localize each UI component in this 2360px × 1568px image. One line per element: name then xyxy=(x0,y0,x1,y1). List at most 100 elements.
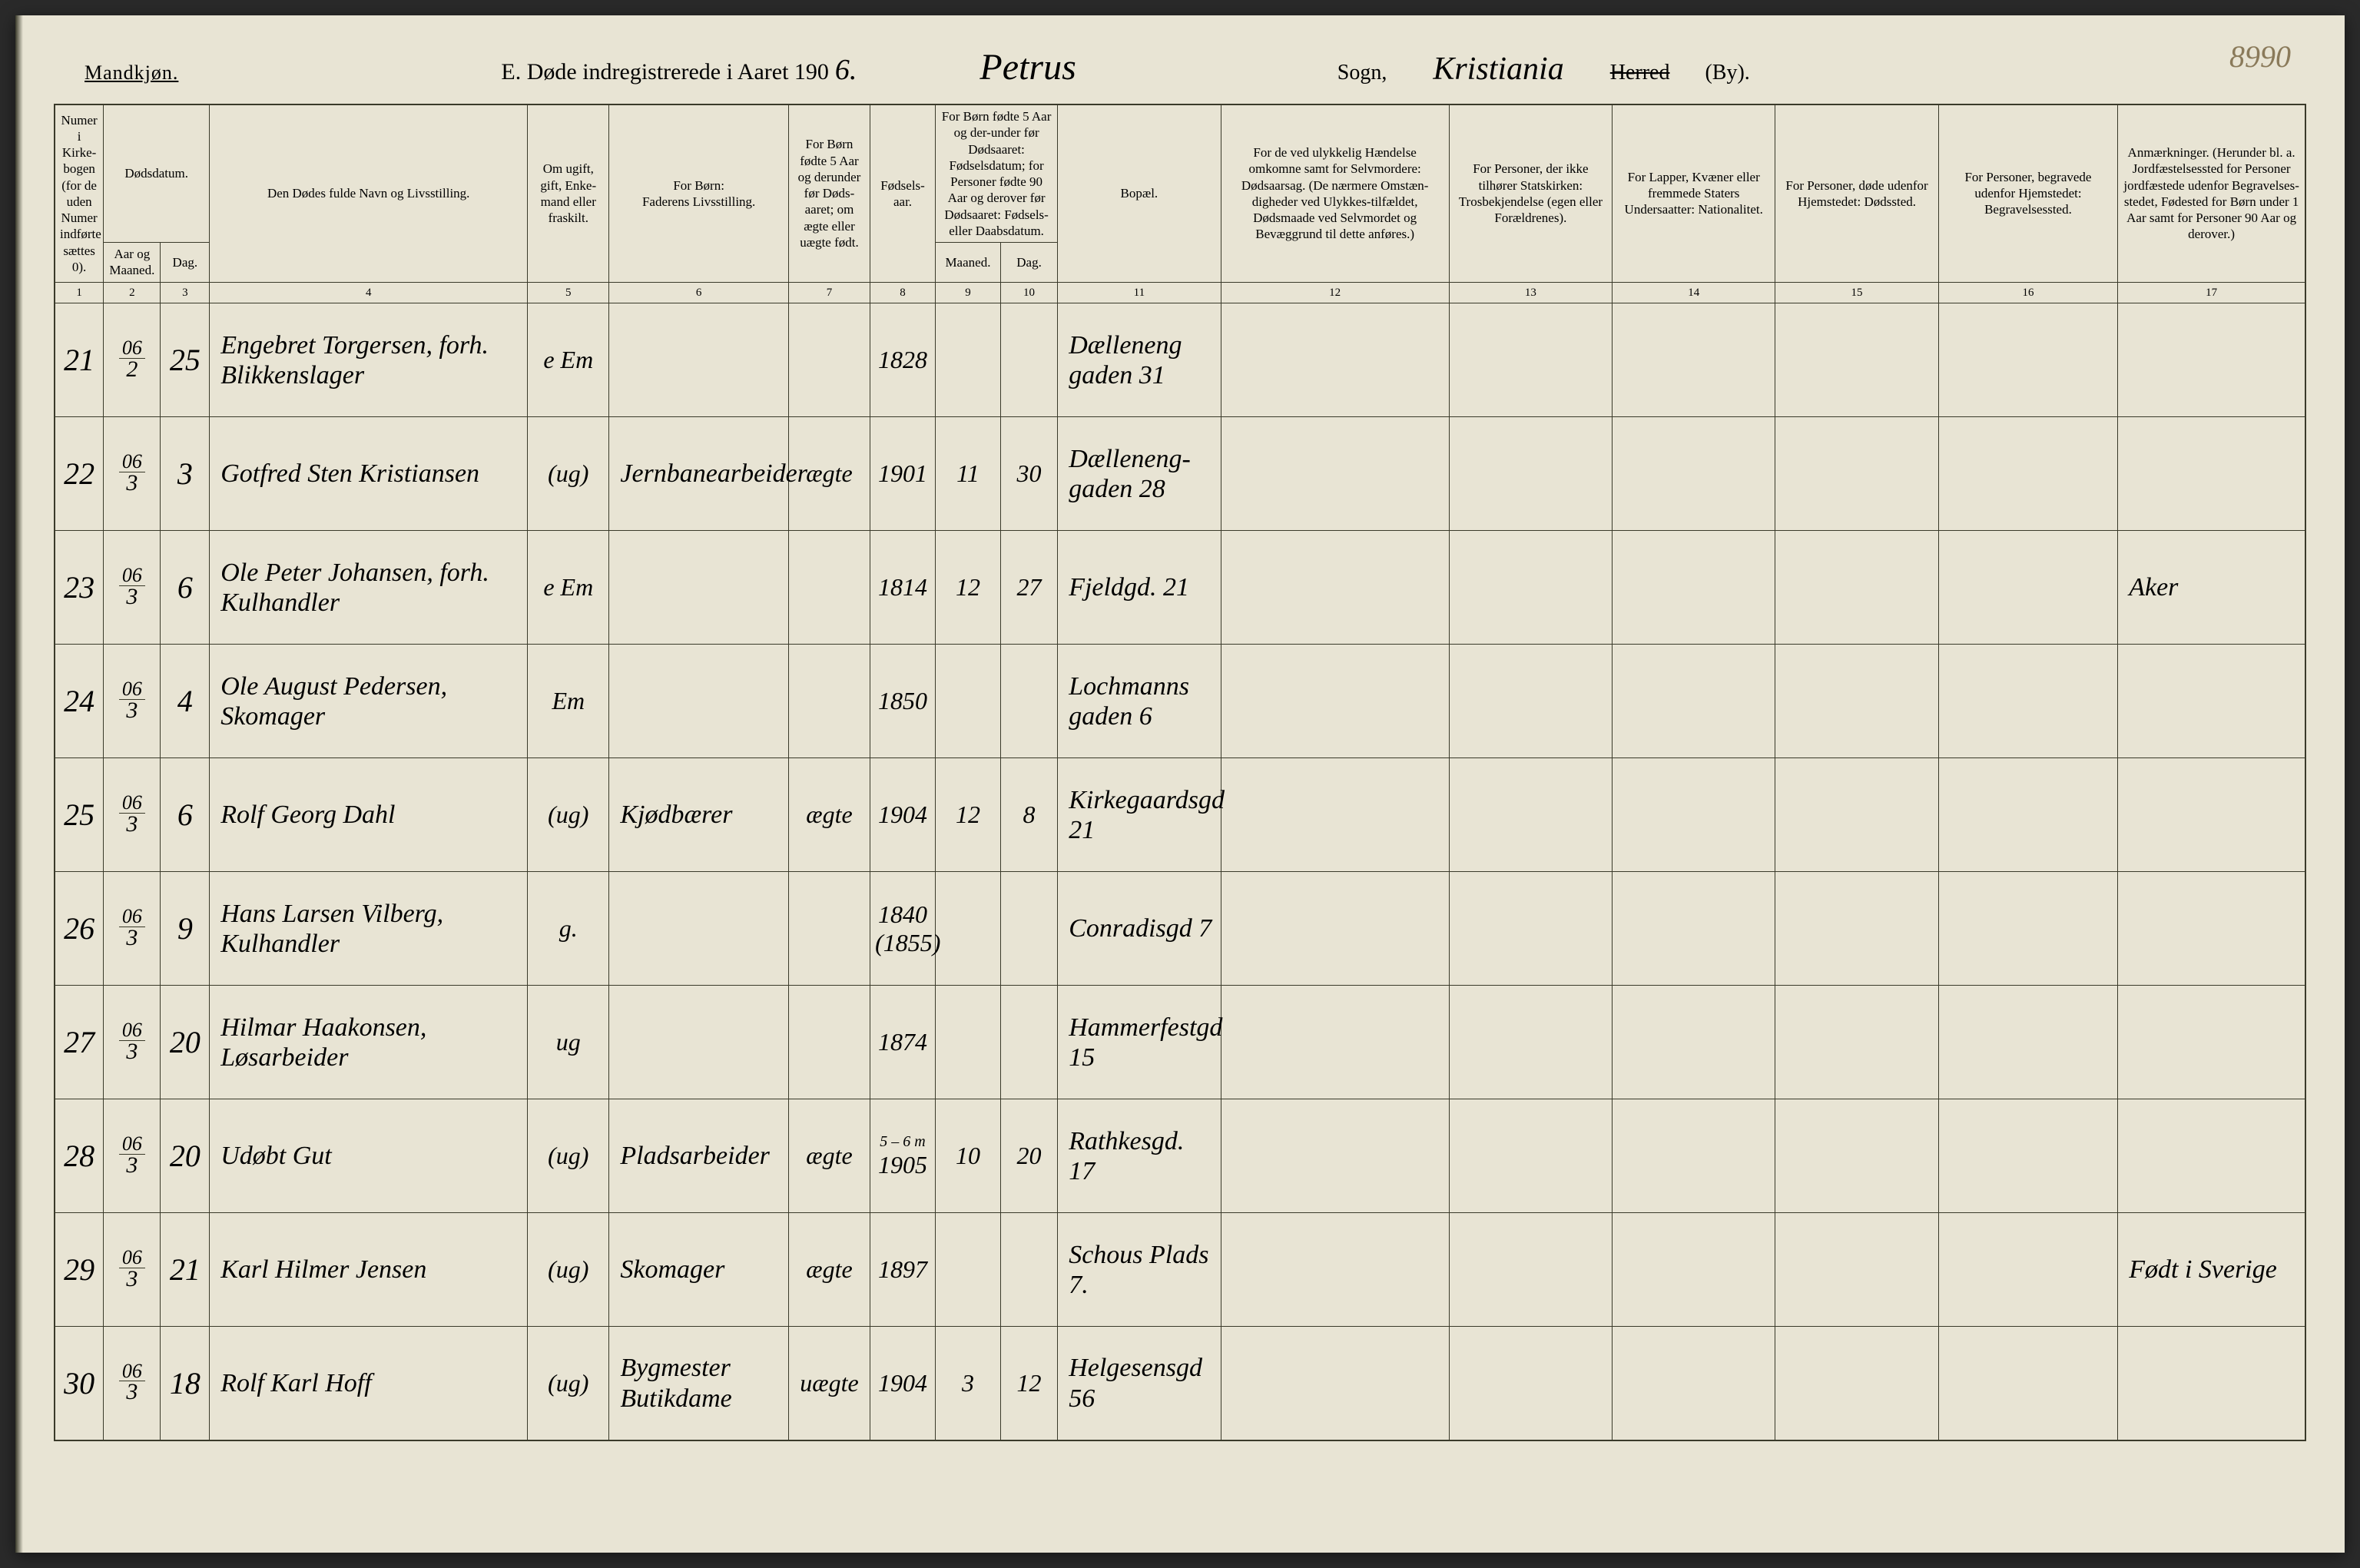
table-cell xyxy=(1221,303,1449,417)
table-row: 230636Ole Peter Johansen, forh. Kulhandl… xyxy=(55,531,2305,645)
table-cell xyxy=(1613,986,1775,1099)
table-cell: (ug) xyxy=(528,1213,609,1327)
table-cell xyxy=(935,645,1000,758)
table-cell: ug xyxy=(528,986,609,1099)
col-header: For Personer, døde udenfor Hjemstedet: D… xyxy=(1775,104,1938,282)
table-cell: Hans Larsen Vilberg, Kulhandler xyxy=(210,872,528,986)
colnum: 5 xyxy=(528,282,609,303)
table-cell: 3 xyxy=(935,1327,1000,1440)
table-cell: 25 xyxy=(161,303,210,417)
table-cell xyxy=(1221,645,1449,758)
table-cell xyxy=(1221,417,1449,531)
colnum: 7 xyxy=(788,282,870,303)
table-cell: Gotfred Sten Kristiansen xyxy=(210,417,528,531)
table-row: 2106225Engebret Torgersen, forh. Blikken… xyxy=(55,303,2305,417)
table-cell: 23 xyxy=(55,531,104,645)
table-cell xyxy=(788,303,870,417)
table-cell xyxy=(1775,1213,1938,1327)
table-cell: 5 – 6 m1905 xyxy=(870,1099,936,1213)
table-cell xyxy=(1221,872,1449,986)
title-year: 6. xyxy=(835,53,857,87)
colnum: 3 xyxy=(161,282,210,303)
table-cell xyxy=(1449,1327,1612,1440)
table-cell: 1904 xyxy=(870,1327,936,1440)
col-header: For Børn: Faderens Livsstilling. xyxy=(609,104,789,282)
col-subtext: Faderens Livsstilling. xyxy=(642,194,755,209)
table-cell: 4 xyxy=(161,645,210,758)
table-cell xyxy=(1613,1327,1775,1440)
col-header: Numer i Kirke-bogen (for de uden Numer i… xyxy=(55,104,104,282)
table-cell: 6 xyxy=(161,758,210,872)
table-cell xyxy=(2118,1327,2305,1440)
col-header: For Personer, der ikke tilhører Statskir… xyxy=(1449,104,1612,282)
table-cell: 063 xyxy=(104,645,161,758)
table-cell: Fjeldgd. 21 xyxy=(1058,531,1221,645)
table-cell: Kirkegaardsgd 21 xyxy=(1058,758,1221,872)
table-cell xyxy=(1775,1099,1938,1213)
table-cell xyxy=(935,303,1000,417)
table-cell: 1828 xyxy=(870,303,936,417)
table-row: 2706320Hilmar Haakonsen, Løsarbeiderug18… xyxy=(55,986,2305,1099)
table-cell xyxy=(1000,986,1057,1099)
table-cell xyxy=(1613,645,1775,758)
table-cell xyxy=(1775,758,1938,872)
table-cell xyxy=(2118,417,2305,531)
table-cell: 063 xyxy=(104,872,161,986)
colnum: 2 xyxy=(104,282,161,303)
table-header: Numer i Kirke-bogen (for de uden Numer i… xyxy=(55,104,2305,303)
table-cell: 27 xyxy=(55,986,104,1099)
table-cell: 1874 xyxy=(870,986,936,1099)
table-cell: Dælleneng gaden 31 xyxy=(1058,303,1221,417)
table-cell xyxy=(1775,303,1938,417)
table-cell: 1897 xyxy=(870,1213,936,1327)
table-cell: 21 xyxy=(161,1213,210,1327)
colnum: 12 xyxy=(1221,282,1449,303)
colnum: 8 xyxy=(870,282,936,303)
table-cell xyxy=(1221,531,1449,645)
table-cell xyxy=(1449,417,1612,531)
col-header: For Børn fødte 5 Aar og derunder før Død… xyxy=(788,104,870,282)
table-cell xyxy=(609,531,789,645)
table-cell: Schous Plads 7. xyxy=(1058,1213,1221,1327)
table-cell xyxy=(1449,872,1612,986)
table-row: 260639Hans Larsen Vilberg, Kulhandlerg.1… xyxy=(55,872,2305,986)
table-cell: 1850 xyxy=(870,645,936,758)
table-cell xyxy=(1221,1099,1449,1213)
table-cell: 20 xyxy=(1000,1099,1057,1213)
table-cell xyxy=(1938,645,2118,758)
col-header: For Børn fødte 5 Aar og der-under før Dø… xyxy=(935,104,1057,243)
table-cell xyxy=(1221,758,1449,872)
table-cell: 21 xyxy=(55,303,104,417)
table-cell: Aker xyxy=(2118,531,2305,645)
table-cell: 20 xyxy=(161,1099,210,1213)
table-cell xyxy=(1449,531,1612,645)
table-cell: Udøbt Gut xyxy=(210,1099,528,1213)
table-cell xyxy=(1938,1099,2118,1213)
table-cell xyxy=(609,872,789,986)
table-cell: Pladsarbeider xyxy=(609,1099,789,1213)
col-subtext: For Børn: xyxy=(673,178,724,193)
table-cell xyxy=(2118,872,2305,986)
table-cell: Lochmanns gaden 6 xyxy=(1058,645,1221,758)
table-cell: Født i Sverige xyxy=(2118,1213,2305,1327)
col-header: Fødsels-aar. xyxy=(870,104,936,282)
table-cell: 26 xyxy=(55,872,104,986)
table-cell xyxy=(1775,531,1938,645)
table-cell xyxy=(1613,531,1775,645)
table-cell xyxy=(788,986,870,1099)
table-cell xyxy=(2118,758,2305,872)
colnum: 14 xyxy=(1613,282,1775,303)
colnum: 15 xyxy=(1775,282,1938,303)
table-cell: 9 xyxy=(161,872,210,986)
table-cell xyxy=(609,986,789,1099)
colnum: 1 xyxy=(55,282,104,303)
col-header: Dødsdatum. xyxy=(104,104,210,243)
table-cell: 1901 xyxy=(870,417,936,531)
table-cell xyxy=(1449,1099,1612,1213)
col-subheader: Aar og Maaned. xyxy=(104,243,161,283)
title-prefix: E. Døde indregistrerede i Aaret 190 xyxy=(501,59,829,85)
table-cell: 1904 xyxy=(870,758,936,872)
table-cell xyxy=(1938,531,2118,645)
col-header: For Lapper, Kvæner eller fremmede Stater… xyxy=(1613,104,1775,282)
table-row: 220633Gotfred Sten Kristiansen(ug)Jernba… xyxy=(55,417,2305,531)
